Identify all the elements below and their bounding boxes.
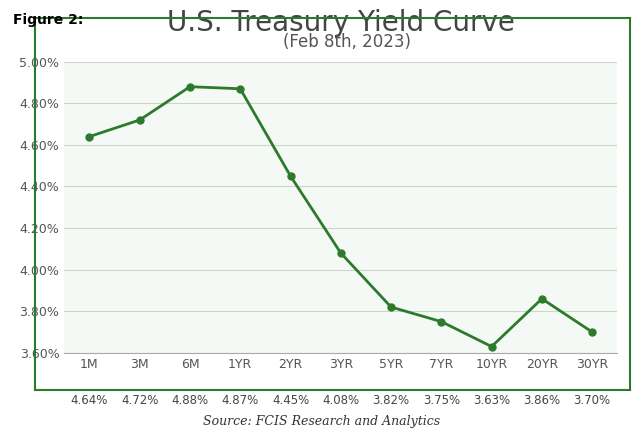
Text: (Feb 8th, 2023): (Feb 8th, 2023) [283, 33, 412, 51]
Text: 3.82%: 3.82% [372, 394, 410, 407]
Text: 4.08%: 4.08% [322, 394, 359, 407]
Text: 3.63%: 3.63% [473, 394, 510, 407]
Text: 4.88%: 4.88% [172, 394, 208, 407]
Text: 3.70%: 3.70% [574, 394, 611, 407]
Text: 4.72%: 4.72% [121, 394, 158, 407]
Text: 4.64%: 4.64% [71, 394, 108, 407]
Text: Source: FCIS Research and Analytics: Source: FCIS Research and Analytics [203, 415, 440, 428]
Text: Figure 2:: Figure 2: [13, 13, 83, 27]
Text: 4.87%: 4.87% [222, 394, 259, 407]
Text: 4.45%: 4.45% [272, 394, 309, 407]
Title: U.S. Treasury Yield Curve: U.S. Treasury Yield Curve [167, 9, 515, 37]
Text: 3.75%: 3.75% [422, 394, 460, 407]
Text: 3.86%: 3.86% [523, 394, 561, 407]
